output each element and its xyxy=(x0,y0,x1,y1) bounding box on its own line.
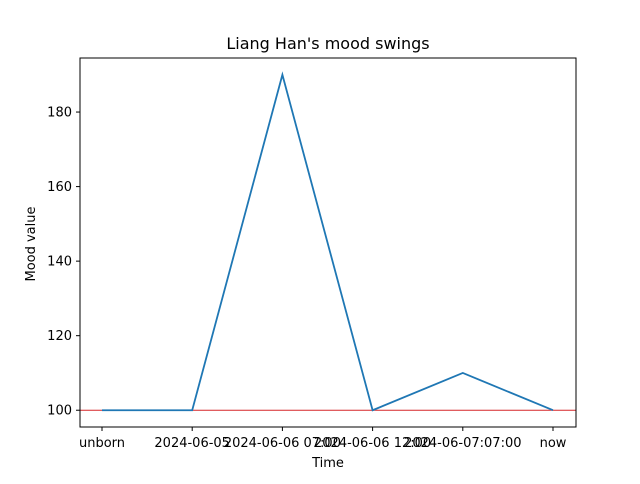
y-tick-label: 100 xyxy=(47,404,72,419)
x-tick-label: unborn xyxy=(79,436,125,451)
y-tick-label: 180 xyxy=(47,106,72,121)
x-tick-label: now xyxy=(540,436,567,451)
x-axis-label: Time xyxy=(311,456,344,471)
x-tick-label: 2024-06-05 xyxy=(154,436,230,451)
chart-title: Liang Han's mood swings xyxy=(226,34,429,53)
y-tick-label: 120 xyxy=(47,329,72,344)
x-tick-label: 2024-06-07:07:00 xyxy=(404,436,521,451)
y-tick-label: 160 xyxy=(47,180,72,195)
y-tick-label: 140 xyxy=(47,255,72,270)
y-axis-label: Mood value xyxy=(24,206,39,281)
